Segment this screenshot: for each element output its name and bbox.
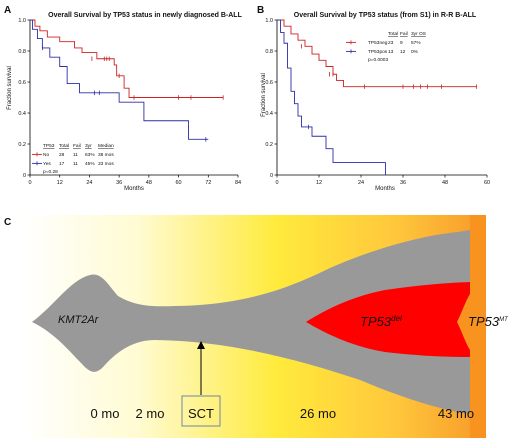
chart-a-ylabel: Fraction survival xyxy=(7,66,13,110)
legend-cell: Yes xyxy=(43,161,51,167)
km-series-tp53neg xyxy=(277,19,477,88)
clone-label-tp53mt: TP53MT xyxy=(468,314,509,329)
legend-cell: 9 xyxy=(400,40,403,46)
x-tick-label: 24 xyxy=(86,180,92,186)
legend-cell: 45% xyxy=(85,161,95,167)
x-tick-label: 12 xyxy=(316,180,322,186)
x-tick-label: 12 xyxy=(57,180,63,186)
fishplot-right-band xyxy=(470,215,486,438)
legend-cell: 0% xyxy=(411,49,419,55)
x-tick-label: 0 xyxy=(28,180,31,186)
legend-cell: 63% xyxy=(85,152,95,158)
legend-cell: 57% xyxy=(411,40,421,46)
km-series-no xyxy=(30,19,224,98)
legend-cell: 28 xyxy=(59,152,65,158)
y-tick-label: 0.6 xyxy=(18,80,26,86)
fishplot-clone-tp53del xyxy=(306,282,470,357)
legend-header: Total xyxy=(59,143,69,149)
clone-label-tp53mt-sup: MT xyxy=(499,317,509,323)
chart-a-title: Overall Survival by TP53 status in newly… xyxy=(48,12,242,19)
clone-label-tp53del-base: TP53 xyxy=(360,314,392,329)
legend-header: Median xyxy=(98,143,114,149)
x-tick-label: 48 xyxy=(146,180,152,186)
sct-label: SCT xyxy=(188,406,214,421)
y-tick-label: 0 xyxy=(23,173,26,179)
chart-b-ylabel: Fraction survival xyxy=(261,73,267,117)
clone-label-tp53del: TP53del xyxy=(360,314,402,329)
x-tick-label: 36 xyxy=(116,180,122,186)
legend-pvalue: p=0.28 xyxy=(43,169,58,175)
chart-b-title: Overall Survival by TP53 status (from S1… xyxy=(294,12,477,19)
clone-label-kmt2ar: KMT2Ar xyxy=(58,314,100,326)
timepoint-26mo: 26 mo xyxy=(300,406,336,421)
panel-c-letter: C xyxy=(4,217,11,228)
x-tick-label: 48 xyxy=(442,180,448,186)
legend-cell: 38 mos xyxy=(98,152,114,158)
x-tick-label: 24 xyxy=(358,180,364,186)
legend-cell: No xyxy=(43,152,49,158)
chart-a-xlabel: Months xyxy=(124,186,144,192)
y-tick-label: 0.8 xyxy=(18,49,26,55)
x-tick-label: 36 xyxy=(400,180,406,186)
fishplot-clone-kmt2ar xyxy=(32,230,470,414)
x-tick-label: 84 xyxy=(235,180,241,186)
legend-cell: 12 xyxy=(400,49,406,55)
km-series-yes xyxy=(30,19,209,140)
legend-pvalue: p=0.0003 xyxy=(368,57,388,63)
legend-header: Fail xyxy=(73,143,81,149)
chart-b-xlabel: Months xyxy=(375,186,395,192)
chart-a: 0 12 24 36 48 60 72 84 0 0.2 0.4 0.6 0.8 1.0 TP53 Total… xyxy=(18,18,241,186)
legend-cell: 23 xyxy=(388,40,394,46)
y-tick-label: 0.4 xyxy=(18,111,26,117)
legend-cell: TP53pos xyxy=(368,49,388,55)
x-tick-label: 72 xyxy=(205,180,211,186)
y-tick-label: 0.2 xyxy=(265,142,273,148)
legend-header: 3yr xyxy=(85,143,92,149)
legend-cell: 17 xyxy=(59,161,65,167)
legend-cell: 11 xyxy=(73,161,78,167)
timepoint-2mo: 2 mo xyxy=(136,406,165,421)
sct-box xyxy=(181,395,221,427)
x-tick-label: 60 xyxy=(176,180,182,186)
fishplot-clone-tp53mt xyxy=(457,294,470,350)
y-tick-label: 0.4 xyxy=(265,111,273,117)
legend-header: Fail xyxy=(400,31,408,37)
timepoint-43mo: 43 mo xyxy=(438,406,474,421)
panel-b-letter: B xyxy=(257,5,264,16)
panel-a-letter: A xyxy=(4,5,11,16)
x-tick-label: 0 xyxy=(275,180,278,186)
clone-label-tp53del-sup: del xyxy=(391,314,402,323)
legend-cell: 13 xyxy=(388,49,394,55)
timepoint-0mo: 0 mo xyxy=(91,406,120,421)
legend-cell: TP53neg xyxy=(368,40,388,46)
y-tick-label: 1.0 xyxy=(18,18,26,24)
y-tick-label: 0 xyxy=(270,173,273,179)
legend-header: Total xyxy=(388,31,398,37)
chart-b: 0 12 24 36 48 60 0 0.2 0.4 0.6 0.8 1.0 Total Fail 3yr … xyxy=(265,18,490,186)
x-tick-label: 60 xyxy=(484,180,490,186)
legend-header: 3yr OS xyxy=(411,31,426,37)
sct-arrow xyxy=(197,341,205,395)
y-tick-label: 0.2 xyxy=(18,142,26,148)
y-tick-label: 1.0 xyxy=(265,18,273,24)
legend-cell: 33 mos xyxy=(98,161,114,167)
y-tick-label: 0.6 xyxy=(265,80,273,86)
clone-label-tp53mt-base: TP53 xyxy=(468,314,500,329)
legend-header: TP53 xyxy=(43,143,55,149)
y-tick-label: 0.8 xyxy=(265,49,273,55)
km-series-tp53pos xyxy=(277,19,386,175)
legend-cell: 11 xyxy=(73,152,78,158)
